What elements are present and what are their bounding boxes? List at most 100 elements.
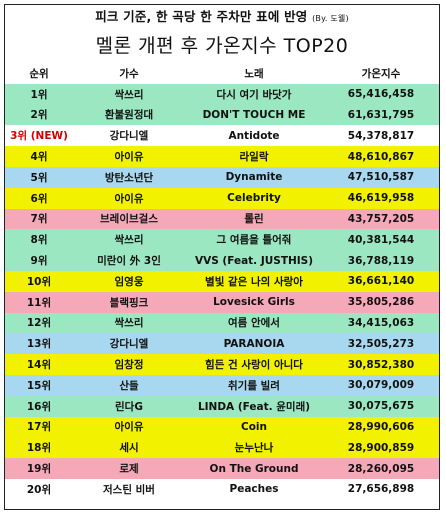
table-row: 14위 임창정 힘든 건 사랑이 아니다 30,852,380 [5,354,439,375]
song-cell: 다시 여기 바닷가 [216,88,292,101]
score-cell: 48,610,867 [347,150,415,163]
score-cell: 43,757,205 [347,212,415,225]
artist-cell: 산들 [119,379,139,392]
table-row: 7위 브레이브걸스 롤린 43,757,205 [5,208,439,230]
table-row: 20위 저스틴 비버 Peaches 27,656,898 [5,478,439,500]
song-cell: Lovesick Girls [213,296,295,309]
score-cell: 30,852,380 [347,358,415,371]
column-header-score: 가온지수 [323,63,439,84]
artist-cell: 세시 [119,442,139,455]
rank-cell: 4위 [30,151,48,164]
song-cell: 여름 안에서 [228,317,280,330]
score-cell: 28,260,095 [347,462,415,475]
note-author: (By. 도웰) [312,14,349,23]
artist-cell: 미란이 外 3인 [97,255,161,268]
score-cell: 47,510,587 [347,171,415,184]
table-row: 9위 미란이 外 3인 VVS (Feat. JUSTHIS) 36,788,119 [5,250,439,271]
table-row: 10위 임영웅 별빛 같은 나의 사랑아 36,661,140 [5,270,439,292]
song-cell: On The Ground [209,462,299,475]
table-row: 5위 방탄소년단 Dynamite 47,510,587 [5,166,439,188]
song-cell: Antidote [228,129,280,142]
song-cell: Dynamite [225,171,283,184]
column-header-artist: 가수 [73,63,185,84]
score-cell: 54,378,817 [347,129,415,142]
table-row: 18위 세시 눈누난나 28,900,859 [5,437,439,459]
artist-cell: 브레이브걸스 [100,213,158,226]
ranking-table: 순위 가수 노래 가온지수 1위 싹쓰리 다시 여기 바닷가 65,416,458 2위… [5,63,439,500]
artist-cell: 아이유 [114,151,144,164]
score-cell: 61,631,795 [347,108,415,121]
score-cell: 30,075,675 [347,400,415,413]
rank-cell: 12위 [26,317,52,330]
score-cell: 36,788,119 [347,254,415,267]
artist-cell: 싹쓰리 [114,234,144,247]
rank-cell: 11위 [26,296,52,309]
header-note: 피크 기준, 한 곡당 한 주차만 표에 반영 (By. 도웰) [5,5,439,29]
song-cell: 라일락 [239,151,269,164]
song-cell: PARANOIA [223,337,285,350]
rank-cell: 8위 [30,234,48,247]
table-row: 15위 산들 취기를 빌려 30,079,009 [5,374,439,396]
note-text: 피크 기준, 한 곡당 한 주차만 표에 반영 [95,9,308,24]
artist-cell: 강다니엘 [109,338,149,351]
rank-cell: 5위 [30,171,48,184]
page-title: 멜론 개편 후 가온지수 TOP20 [95,35,349,57]
rank-cell: 7위 [30,213,48,226]
table-row: 19위 로제 On The Ground 28,260,095 [5,458,439,479]
artist-cell: 아이유 [114,421,144,434]
table-row: 4위 아이유 라일락 48,610,867 [5,146,439,167]
score-cell: 28,990,606 [347,420,415,433]
rank-cell: 9위 [30,255,48,268]
score-cell: 34,415,063 [347,316,415,329]
song-cell: 취기를 빌려 [228,379,280,392]
rank-cell: 20위 [26,483,52,496]
score-cell: 40,381,544 [347,233,415,246]
chart-frame: 피크 기준, 한 곡당 한 주차만 표에 반영 (By. 도웰) 멜론 개편 후… [4,4,440,510]
artist-cell: 강다니엘 [109,130,149,143]
song-cell: VVS (Feat. JUSTHIS) [194,254,314,267]
song-cell: LINDA (Feat. 윤미래) [197,400,311,413]
table-row: 8위 싹쓰리 그 여름을 틀어줘 40,381,544 [5,229,439,251]
table-row: 11위 블랙핑크 Lovesick Girls 35,805,286 [5,291,439,313]
rank-cell: 16위 [26,400,52,413]
song-cell: 눈누난나 [234,442,274,455]
rank-cell: 2위 [30,109,48,122]
rank-cell: 14위 [26,359,52,372]
song-cell: 그 여름을 틀어줘 [216,234,292,247]
artist-cell: 싹쓰리 [114,88,144,101]
table-row: 3위 (NEW) 강다니엘 Antidote 54,378,817 [5,125,439,147]
artist-cell: 저스틴 비버 [103,483,155,496]
song-cell: DON'T TOUCH ME [202,108,306,121]
artist-cell: 로제 [119,463,139,476]
rank-cell: 13위 [26,338,52,351]
table-row: 13위 강다니엘 PARANOIA 32,505,273 [5,333,439,355]
song-cell: Coin [241,420,267,433]
table-row: 2위 환불원정대 DON'T TOUCH ME 61,631,795 [5,104,439,126]
rank-cell: 18위 [26,442,52,455]
song-cell: Peaches [229,483,279,496]
score-cell: 46,619,958 [347,192,415,205]
score-cell: 28,900,859 [347,441,415,454]
score-cell: 35,805,286 [347,296,415,309]
song-cell: 별빛 같은 나의 사랑아 [205,275,303,288]
artist-cell: 임영웅 [114,275,144,288]
rank-cell: 1위 [30,88,48,101]
rank-cell: 17위 [26,421,52,434]
rank-cell: 6위 [30,192,48,205]
song-cell: 롤린 [244,213,264,226]
artist-cell: 방탄소년단 [104,171,154,184]
table-row: 6위 아이유 Celebrity 46,619,958 [5,187,439,209]
score-cell: 65,416,458 [347,88,415,101]
column-header-rank: 순위 [5,63,73,84]
table-header-row: 순위 가수 노래 가온지수 [5,63,439,84]
artist-cell: 임창정 [114,359,144,372]
table-row: 1위 싹쓰리 다시 여기 바닷가 65,416,458 [5,83,439,105]
song-cell: 힘든 건 사랑이 아니다 [205,359,303,372]
artist-cell: 아이유 [114,192,144,205]
artist-cell: 싹쓰리 [114,317,144,330]
song-cell: Celebrity [227,192,281,205]
rank-cell: 10위 [26,275,52,288]
score-cell: 36,661,140 [347,275,415,288]
table-row: 12위 싹쓰리 여름 안에서 34,415,063 [5,312,439,334]
rank-cell: 15위 [26,379,52,392]
